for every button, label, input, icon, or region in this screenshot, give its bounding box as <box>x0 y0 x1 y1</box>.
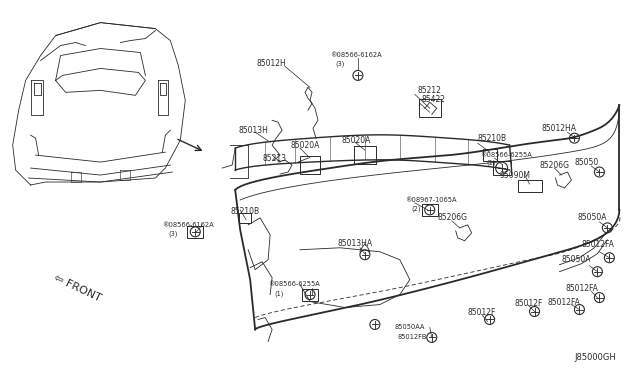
Bar <box>239 213 251 223</box>
Text: 85050A: 85050A <box>577 214 607 222</box>
Text: ⇦ FRONT: ⇦ FRONT <box>52 272 103 303</box>
Bar <box>422 204 438 216</box>
Bar <box>300 156 320 174</box>
Text: (3): (3) <box>335 60 344 67</box>
Bar <box>419 99 441 117</box>
Text: ®08566-6162A: ®08566-6162A <box>330 52 381 58</box>
Text: 85210B: 85210B <box>230 208 259 217</box>
Text: 85012F: 85012F <box>468 308 496 317</box>
Text: 95090M: 95090M <box>500 170 531 180</box>
Text: 85050AA: 85050AA <box>395 324 425 330</box>
Text: J85000GH: J85000GH <box>575 353 616 362</box>
Bar <box>518 180 541 192</box>
Text: 85012FA: 85012FA <box>566 284 598 293</box>
Bar <box>302 289 318 301</box>
Text: 85213: 85213 <box>262 154 286 163</box>
Text: 85012FA: 85012FA <box>547 298 580 307</box>
Bar <box>493 161 511 175</box>
Text: (1): (1) <box>274 291 284 297</box>
Text: (3): (3) <box>168 231 178 237</box>
Text: 85050: 85050 <box>575 158 598 167</box>
Text: 85020A: 85020A <box>342 136 371 145</box>
Text: 85422: 85422 <box>422 95 446 104</box>
Text: 85020A: 85020A <box>290 141 319 150</box>
Text: 85013H: 85013H <box>238 126 268 135</box>
Bar <box>188 226 204 238</box>
Text: 85050A: 85050A <box>561 255 591 264</box>
Text: 85012FA: 85012FA <box>581 240 614 249</box>
Text: 85012HA: 85012HA <box>541 124 577 133</box>
Text: 85012F: 85012F <box>515 299 543 308</box>
Text: 85212: 85212 <box>418 86 442 95</box>
Text: 85206G: 85206G <box>540 161 570 170</box>
Text: 85210B: 85210B <box>477 134 507 143</box>
Text: ®08967-1065A: ®08967-1065A <box>405 197 456 203</box>
Text: (1): (1) <box>486 160 496 166</box>
Text: ®08566-6255A: ®08566-6255A <box>479 152 531 158</box>
Text: (2): (2) <box>412 206 421 212</box>
Text: 85206G: 85206G <box>438 214 468 222</box>
Bar <box>354 146 376 164</box>
Bar <box>483 149 497 161</box>
Text: ®08566-6255A: ®08566-6255A <box>268 280 320 287</box>
Text: 85012FB: 85012FB <box>398 334 428 340</box>
Text: 85013HA: 85013HA <box>338 239 373 248</box>
Text: ®08566-6162A: ®08566-6162A <box>163 222 214 228</box>
Text: 85012H: 85012H <box>256 59 286 68</box>
